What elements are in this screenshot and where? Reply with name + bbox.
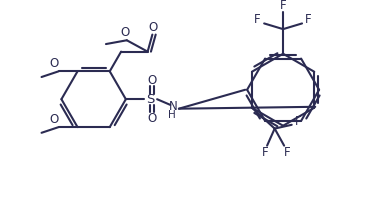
Text: H: H: [168, 110, 176, 120]
Text: O: O: [147, 112, 156, 125]
Text: O: O: [49, 57, 58, 70]
Text: F: F: [254, 13, 261, 26]
Text: S: S: [146, 93, 155, 106]
Text: O: O: [120, 26, 129, 39]
Text: F: F: [262, 146, 268, 159]
Text: F: F: [284, 146, 290, 159]
Text: O: O: [147, 74, 156, 87]
Text: O: O: [149, 20, 158, 34]
Text: F: F: [280, 0, 286, 12]
Text: F: F: [305, 13, 312, 26]
Text: F: F: [295, 115, 301, 128]
Text: O: O: [49, 113, 58, 126]
Text: N: N: [169, 100, 177, 113]
